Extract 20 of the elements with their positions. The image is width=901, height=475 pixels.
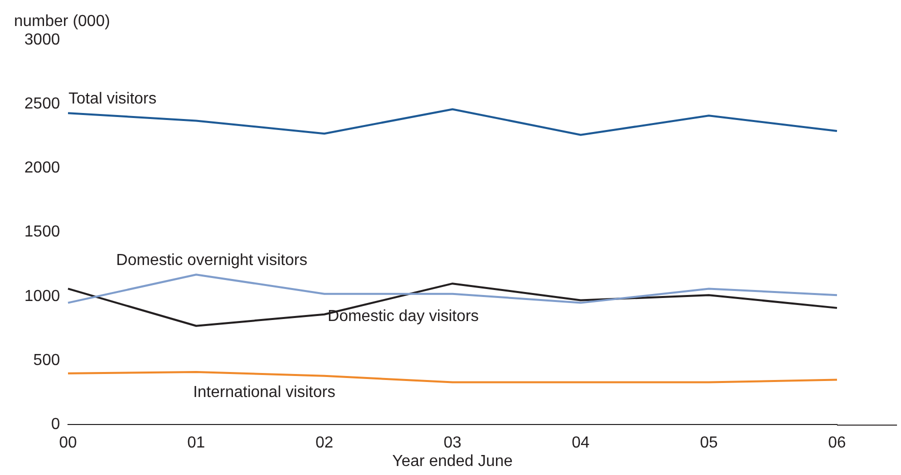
- x-axis-title: Year ended June: [392, 452, 513, 470]
- x-tick-label: 04: [572, 434, 590, 452]
- x-tick-label: 03: [444, 434, 462, 452]
- y-axis-title: number (000): [14, 13, 110, 30]
- y-tick-label: 3000: [24, 31, 60, 48]
- series-label: International visitors: [193, 384, 336, 401]
- y-tick-label: 1000: [24, 288, 60, 305]
- x-tick-label: 02: [315, 434, 334, 452]
- x-tick-label: 01: [187, 434, 206, 452]
- x-tick-label: 05: [700, 434, 718, 452]
- series-label: Total visitors: [68, 90, 157, 108]
- y-tick-label: 500: [33, 352, 60, 369]
- x-tick-label: 06: [828, 434, 846, 452]
- series-label: Domestic day visitors: [328, 308, 479, 325]
- y-tick-label: 2000: [24, 160, 60, 177]
- x-tick-label: 00: [59, 434, 77, 452]
- y-tick-label: 2500: [24, 96, 60, 113]
- y-tick-label: 0: [51, 416, 60, 434]
- y-tick-label: 1500: [24, 224, 60, 241]
- series-label: Domestic overnight visitors: [116, 252, 308, 270]
